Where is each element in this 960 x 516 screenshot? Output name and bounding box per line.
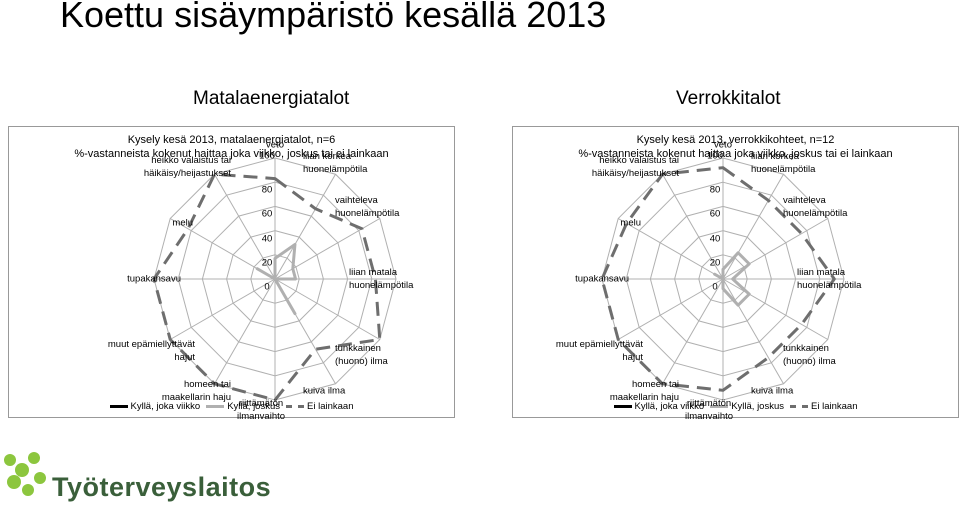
radar-plot <box>152 157 397 402</box>
legend-label: Kyllä, joka viikko <box>130 401 201 412</box>
category-label: veto <box>714 139 732 151</box>
legend-label: Kyllä, joka viikko <box>634 401 705 412</box>
category-label: veto <box>266 139 284 151</box>
legend-item: Kyllä, joskus <box>206 401 280 412</box>
category-label: kuiva ilma <box>751 385 794 397</box>
legend-swatch <box>710 405 729 408</box>
axis-tick-label: 80 <box>709 184 721 196</box>
legend-item: Kyllä, joka viikko <box>109 401 201 412</box>
legend-swatch <box>286 405 305 408</box>
grid-spoke <box>662 173 724 280</box>
category-label: tupakansavu <box>127 273 181 285</box>
category-label: kuiva ilma <box>303 385 346 397</box>
axis-tick-label: 20 <box>709 257 721 269</box>
grid-spoke <box>214 278 276 385</box>
grid-spoke <box>617 278 724 340</box>
category-label: melu <box>620 217 641 229</box>
legend-label: Ei lainkaan <box>811 401 858 412</box>
category-label: liian korkea huonelämpötila <box>751 151 816 175</box>
series-line <box>255 242 298 316</box>
grid-spoke <box>214 173 276 280</box>
axis-tick-label: 40 <box>261 233 273 245</box>
grid-spoke <box>722 218 829 280</box>
axis-tick-label: 80 <box>261 184 273 196</box>
chart-title: Kysely kesä 2013, verrokkikohteet, n=12 <box>636 134 835 146</box>
grid-spoke <box>662 278 724 385</box>
axis-tick-label: 60 <box>709 208 721 220</box>
legend-swatch <box>790 405 809 408</box>
axis-tick-label: 0 <box>264 281 270 293</box>
category-label: vaihteleva huonelämpötila <box>783 195 848 219</box>
radar-chart-low-energy: Kysely kesä 2013, matalaenergiatalot, n=… <box>8 126 455 422</box>
legend-item: Kyllä, joka viikko <box>613 401 705 412</box>
category-label: vaihteleva huonelämpötila <box>335 195 400 219</box>
category-label: riittämätön ilmanvaihto <box>684 398 734 422</box>
grid-spoke <box>617 218 724 280</box>
series-line <box>713 251 751 307</box>
logo-text: Työterveyslaitos <box>52 472 272 502</box>
legend-item: Kyllä, joskus <box>710 401 784 412</box>
axis-tick-label: 20 <box>261 257 273 269</box>
category-label: heikko valaistus tai häikäisy/heijastukse… <box>143 155 231 179</box>
legend-label: Kyllä, joskus <box>227 401 281 412</box>
legend-item: Ei lainkaan <box>286 401 354 412</box>
category-label: melu <box>172 217 193 229</box>
right-chart-heading: Verrokkitalot <box>676 88 781 109</box>
category-label: tunkkainen (huono) ilma <box>335 343 388 367</box>
grid-spoke <box>274 278 381 340</box>
chart-title: Kysely kesä 2013, matalaenergiatalot, n=… <box>127 134 336 146</box>
legend-swatch <box>613 405 632 408</box>
chart-subtitle: %-vastanneista kokenut haittaa joka viik… <box>578 148 893 160</box>
radar-plot <box>600 157 845 401</box>
chart-legend: Kyllä, joka viikko Kyllä, joskus Ei lain… <box>513 401 958 412</box>
chart-subtitle: %-vastanneista kokenut haittaa joka viik… <box>74 148 389 160</box>
axis-tick-label: 100 <box>707 150 723 162</box>
axis-tick-label: 40 <box>709 233 721 245</box>
legend-swatch <box>206 405 225 408</box>
left-chart-heading: Matalaenergiatalot <box>193 88 350 109</box>
category-label: liian korkea huonelämpötila <box>303 151 368 175</box>
legend-item: Ei lainkaan <box>790 401 858 412</box>
legend-label: Kyllä, joskus <box>731 401 785 412</box>
legend-label: Ei lainkaan <box>307 401 354 412</box>
category-label: riittämätön ilmanvaihto <box>236 398 286 422</box>
legend-swatch <box>109 405 128 408</box>
chart-legend: Kyllä, joka viikko Kyllä, joskus Ei lain… <box>9 401 454 412</box>
grid-spoke <box>274 173 336 280</box>
slide-title: Koettu sisäympäristö kesällä 2013 <box>60 0 607 35</box>
series-line <box>600 166 836 392</box>
category-label: heikko valaistus tai häikäisy/heijastukse… <box>591 155 679 179</box>
grid-spoke <box>722 278 784 385</box>
axis-tick-label: 0 <box>712 281 718 293</box>
category-label: liian matala huonelämpötila <box>797 267 862 291</box>
category-label: muut epämiellyttävät hajut <box>555 339 643 363</box>
category-label: tupakansavu <box>575 273 629 285</box>
grid-spoke <box>722 278 829 340</box>
radar-chart-reference: Kysely kesä 2013, verrokkikohteet, n=12 … <box>512 126 959 422</box>
category-label: liian matala huonelämpötila <box>349 267 414 291</box>
category-label: muut epämiellyttävät hajut <box>107 339 195 363</box>
axis-tick-label: 60 <box>261 208 273 220</box>
category-label: tunkkainen (huono) ilma <box>783 343 836 367</box>
category-label: homeen tai maakellarin haju <box>161 379 231 403</box>
logo-icon <box>4 452 46 496</box>
series-line <box>152 172 382 402</box>
grid-spoke <box>722 173 784 280</box>
category-label: homeen tai maakellarin haju <box>609 379 679 403</box>
axis-tick-label: 100 <box>259 150 275 162</box>
grid-spoke <box>169 278 276 340</box>
